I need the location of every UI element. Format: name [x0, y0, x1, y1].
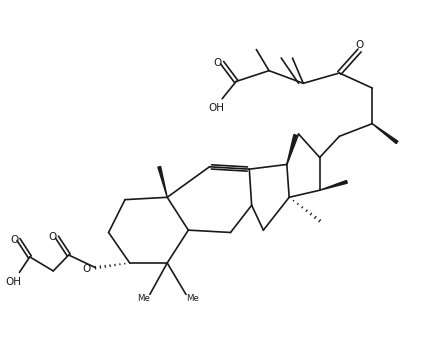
Polygon shape: [158, 166, 167, 197]
Text: O: O: [10, 235, 18, 245]
Text: O: O: [214, 58, 222, 68]
Text: O: O: [49, 232, 57, 242]
Polygon shape: [320, 180, 347, 190]
Text: Me: Me: [137, 294, 150, 304]
Text: O: O: [355, 40, 364, 50]
Polygon shape: [287, 134, 297, 164]
Text: Me: Me: [186, 294, 199, 304]
Text: OH: OH: [208, 104, 224, 114]
Polygon shape: [372, 124, 398, 143]
Text: OH: OH: [6, 277, 22, 287]
Text: O: O: [83, 264, 91, 274]
